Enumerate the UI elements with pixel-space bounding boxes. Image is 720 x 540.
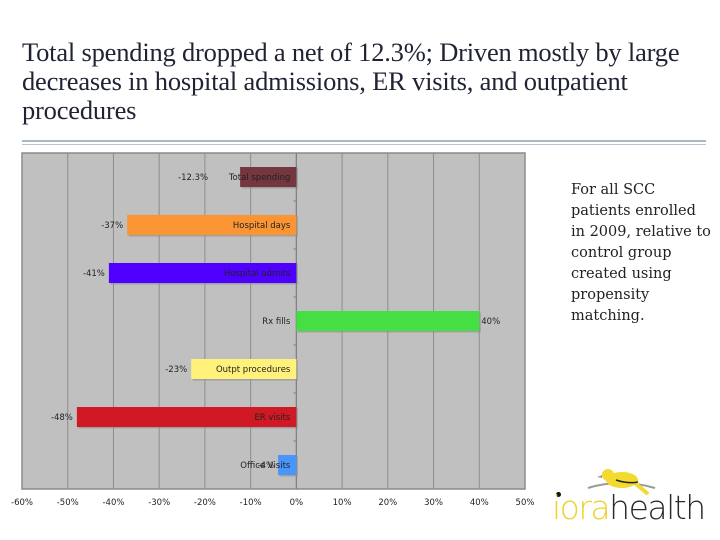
bar — [278, 455, 297, 475]
logo-wordmark: iorahealth — [552, 488, 706, 527]
title-divider — [22, 140, 706, 142]
x-tick-label: 0% — [290, 498, 304, 508]
chart-note: For all SCC patients enrolled in 2009, r… — [571, 182, 711, 324]
value-label: -48% — [51, 413, 73, 423]
category-label: Hospital admits — [224, 269, 291, 279]
bar — [76, 407, 297, 427]
title-divider-secondary — [22, 144, 706, 145]
x-tick-label: -30% — [148, 498, 170, 508]
value-label: -4% — [258, 461, 275, 471]
plot-area: -60% -50% -40% -30% -20% -10% 0% 10% 20% 30% 40% 50… — [11, 152, 535, 508]
value-label: 40% — [481, 317, 500, 327]
x-tick-label: -60% — [11, 498, 33, 508]
value-label: -41% — [83, 269, 105, 279]
category-label: Total spending — [228, 173, 291, 183]
x-tick-label: -20% — [194, 498, 216, 508]
slide-title: Total spending dropped a net of 12.3%; D… — [22, 37, 680, 125]
x-tick-label: 50% — [516, 498, 535, 508]
value-label: -12.3% — [178, 173, 208, 183]
value-label: -23% — [165, 365, 187, 375]
x-tick-label: 30% — [424, 498, 443, 508]
x-tick-label: 10% — [333, 498, 352, 508]
bar — [191, 359, 297, 379]
logo-dot — [556, 492, 561, 497]
x-tick-label: -40% — [102, 498, 124, 508]
category-label: Office Visits — [240, 461, 291, 471]
x-tick-label: -50% — [57, 498, 79, 508]
category-label: Rx fills — [262, 317, 291, 327]
bird-icon — [587, 469, 656, 496]
iora-health-logo: iorahealth — [552, 469, 712, 532]
x-tick-label: 20% — [378, 498, 397, 508]
bar — [108, 263, 297, 283]
bar — [127, 215, 297, 235]
category-label: Hospital days — [233, 221, 291, 231]
bar — [296, 311, 480, 331]
x-tick-label: -10% — [240, 498, 262, 508]
x-tick-label: 40% — [470, 498, 489, 508]
bar — [240, 167, 297, 187]
value-label: -37% — [101, 221, 123, 231]
category-label: ER visits — [254, 413, 290, 423]
category-label: Outpt procedures — [216, 365, 291, 375]
